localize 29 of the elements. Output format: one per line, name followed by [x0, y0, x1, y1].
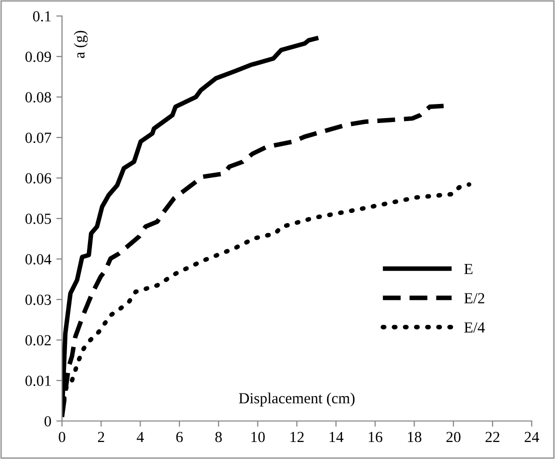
x-tick-label: 16 — [368, 432, 382, 442]
y-axis-title: a (g) — [74, 30, 88, 58]
y-tick-label: 0 — [44, 416, 51, 426]
y-tick-label: 0.03 — [25, 294, 51, 306]
y-tick-label: 0.08 — [25, 92, 51, 103]
x-tick-label: 2 — [98, 432, 104, 442]
x-tick-label: 18 — [408, 432, 422, 442]
y-tick-label: 0.02 — [25, 335, 51, 346]
x-tick-label: 22 — [486, 432, 500, 442]
y-tick-label: 0.06 — [25, 173, 52, 184]
y-tick-label: 0.05 — [25, 214, 51, 224]
x-tick-label: 6 — [176, 432, 183, 442]
x-tick-label: 8 — [215, 432, 222, 442]
y-tick-label: 0.04 — [25, 254, 52, 265]
x-tick-label: 12 — [290, 432, 304, 442]
y-tick-label: 0.09 — [25, 52, 51, 62]
y-tick-label: 0.07 — [25, 132, 52, 144]
x-tick-label: 24 — [524, 432, 540, 442]
x-tick-label: 20 — [446, 432, 460, 442]
legend-label: E — [464, 264, 472, 274]
legend-label: E/4 — [464, 322, 485, 333]
x-tick-label: 0 — [58, 432, 66, 442]
y-tick-label: 0.1 — [33, 11, 51, 22]
y-tick-label: 0.01 — [25, 376, 51, 386]
x-axis-title: Displacement (cm) — [238, 392, 355, 407]
legend-label: E/2 — [464, 293, 484, 304]
x-tick-label: 14 — [330, 432, 344, 442]
x-tick-label: 10 — [251, 432, 265, 442]
x-tick-label: 4 — [136, 432, 144, 442]
